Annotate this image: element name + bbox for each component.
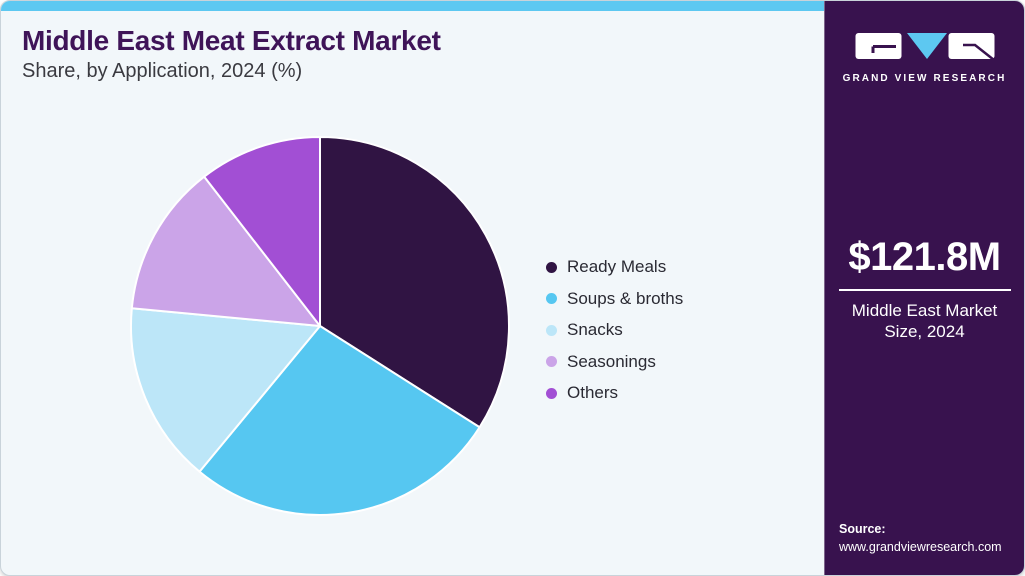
legend-swatch-snacks [546, 324, 557, 336]
legend: Ready Meals Soups & broths Snacks Seasoning… [546, 257, 684, 416]
legend-label-ready-meals: Ready Meals [567, 257, 667, 276]
legend-swatch-others [546, 387, 557, 399]
legend-label-snacks: Snacks [567, 320, 623, 339]
pie-slice-soups-broths [198, 325, 481, 516]
source-block: Source: www.grandviewresearch.com [839, 521, 1002, 556]
legend-item-seasonings: Seasonings [546, 351, 683, 371]
legend-label-seasonings: Seasonings [567, 351, 656, 371]
side-panel: GRAND VIEW RESEARCH $121.8M Middle East … [824, 1, 1024, 575]
chart-subtitle: Share, by Application, 2024 (%) [22, 60, 303, 82]
gvr-logo-icon [855, 33, 995, 61]
legend-item-soups-broths: Soups & broths [546, 288, 684, 308]
market-size-block: $121.8M Middle East Market Size, 2024 [825, 235, 1024, 343]
legend-swatch-ready-meals [546, 261, 557, 273]
brand-name: GRAND VIEW RESEARCH [842, 73, 1007, 84]
divider-line [838, 289, 1011, 291]
pie-slice-others [203, 136, 321, 327]
source-label: Source: [839, 522, 886, 536]
pie-slice-snacks [130, 307, 321, 473]
pie-slice-ready-meals [319, 136, 510, 429]
chart-title: Middle East Meat Extract Market [22, 25, 441, 56]
title-block: Middle East Meat Extract Market Share, b… [22, 25, 441, 83]
legend-swatch-seasonings [546, 356, 557, 367]
legend-label-others: Others [567, 383, 619, 402]
legend-item-snacks: Snacks [546, 320, 683, 339]
brand-logo: GRAND VIEW RESEARCH [825, 31, 1024, 84]
top-accent-bar [1, 1, 824, 11]
legend-label-soups-broths: Soups & broths [567, 288, 684, 308]
legend-swatch-soups-broths [546, 293, 557, 304]
pie-slice-seasonings [130, 175, 321, 327]
chart-area: Middle East Meat Extract Market Share, b… [1, 1, 824, 575]
source-url: www.grandviewresearch.com [839, 539, 1002, 554]
legend-item-ready-meals: Ready Meals [546, 257, 683, 276]
market-size-value: $121.8M [848, 235, 1001, 279]
legend-item-others: Others [546, 383, 683, 402]
pie-chart [130, 136, 510, 516]
market-size-label: Middle East Market Size, 2024 [851, 301, 998, 342]
